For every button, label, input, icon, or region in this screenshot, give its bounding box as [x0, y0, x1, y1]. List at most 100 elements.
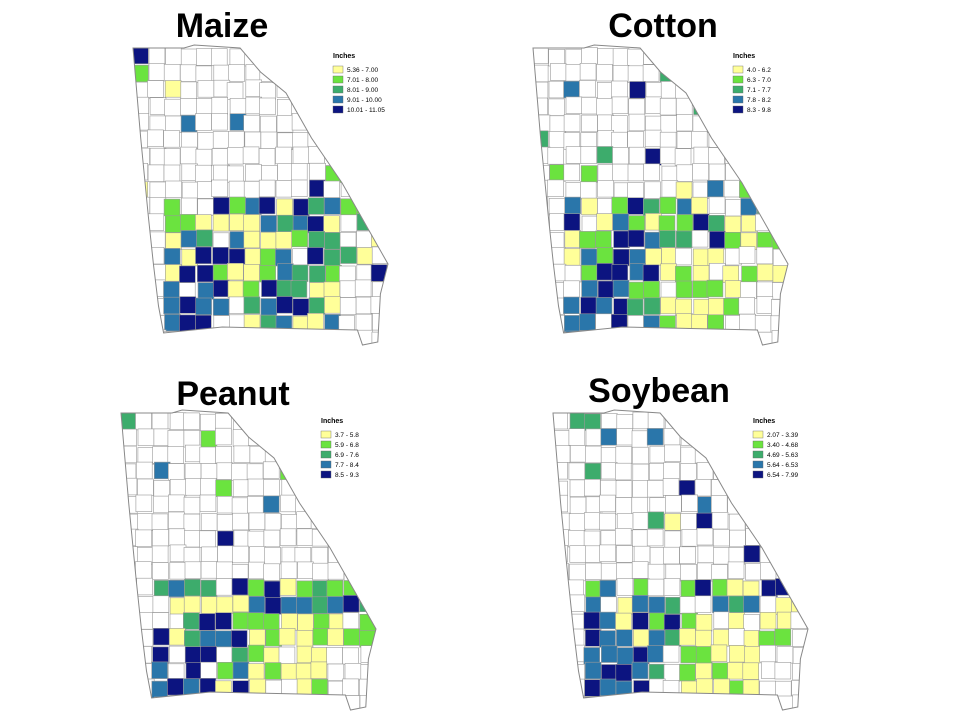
legend-swatch	[320, 450, 332, 459]
state-outline	[532, 44, 789, 346]
county	[149, 97, 167, 115]
county	[137, 596, 154, 614]
county	[600, 447, 618, 465]
county	[675, 265, 692, 284]
county	[147, 80, 164, 98]
county	[185, 444, 202, 463]
county	[248, 561, 265, 580]
county	[584, 661, 602, 680]
county	[569, 445, 587, 463]
legend-label: 7.1 - 7.7	[747, 87, 771, 94]
county	[263, 580, 281, 599]
county	[725, 199, 742, 217]
county	[692, 265, 710, 283]
county	[774, 661, 792, 680]
state-outline	[552, 409, 809, 711]
county	[695, 646, 713, 664]
county	[743, 614, 760, 632]
county	[183, 513, 201, 532]
county	[568, 513, 586, 531]
county	[165, 115, 182, 134]
county	[649, 445, 667, 464]
county	[647, 480, 664, 498]
county	[152, 646, 169, 664]
county	[149, 197, 167, 215]
county	[680, 512, 697, 531]
county	[612, 147, 629, 165]
county	[163, 198, 181, 217]
county	[339, 297, 357, 315]
county	[168, 528, 186, 546]
county	[244, 131, 262, 150]
county	[583, 611, 600, 630]
county	[579, 80, 596, 98]
county	[212, 247, 229, 265]
county	[600, 479, 617, 498]
county	[245, 164, 262, 182]
county	[727, 561, 745, 579]
county	[706, 279, 724, 298]
county	[137, 513, 154, 531]
county	[152, 595, 170, 613]
county	[216, 596, 234, 614]
county	[694, 579, 712, 597]
county	[569, 496, 587, 515]
county	[279, 528, 297, 546]
county	[163, 164, 181, 183]
county	[280, 596, 298, 615]
county	[258, 196, 276, 215]
county	[628, 98, 645, 116]
county	[169, 597, 187, 615]
county	[137, 447, 155, 465]
county	[744, 645, 761, 664]
county	[675, 181, 693, 199]
county	[137, 478, 154, 497]
county	[261, 165, 278, 183]
legend-swatch	[332, 85, 344, 94]
county	[168, 579, 185, 598]
county	[183, 678, 200, 696]
county	[280, 561, 298, 579]
county	[611, 96, 629, 114]
county	[756, 246, 773, 265]
county	[713, 611, 730, 629]
county	[195, 297, 212, 316]
county	[342, 595, 360, 613]
county	[616, 545, 633, 563]
county	[579, 313, 596, 331]
county	[595, 230, 612, 249]
county	[600, 428, 617, 446]
county	[342, 647, 359, 665]
county	[169, 628, 186, 646]
county	[611, 115, 628, 133]
county	[227, 147, 244, 165]
legend-label: 8.5 - 9.3	[335, 472, 359, 479]
county	[632, 463, 649, 482]
county	[694, 478, 712, 497]
county	[168, 463, 185, 481]
county	[568, 462, 586, 480]
county	[259, 248, 277, 266]
legend-label: 8.3 - 9.8	[747, 107, 771, 114]
county	[153, 580, 171, 598]
county	[661, 180, 679, 198]
county	[756, 296, 774, 314]
county	[200, 463, 218, 481]
county	[743, 545, 761, 563]
county	[165, 47, 182, 66]
county	[547, 179, 564, 197]
county	[612, 163, 629, 182]
county	[290, 179, 308, 198]
county	[263, 529, 281, 548]
legend-label: 4.0 - 6.2	[747, 67, 771, 74]
county	[680, 579, 698, 598]
county	[354, 279, 372, 297]
county	[599, 544, 616, 562]
county	[163, 64, 181, 82]
county	[697, 545, 715, 564]
county	[263, 647, 280, 665]
county	[278, 628, 296, 646]
county	[277, 214, 294, 233]
county	[147, 213, 165, 231]
county	[326, 596, 344, 614]
